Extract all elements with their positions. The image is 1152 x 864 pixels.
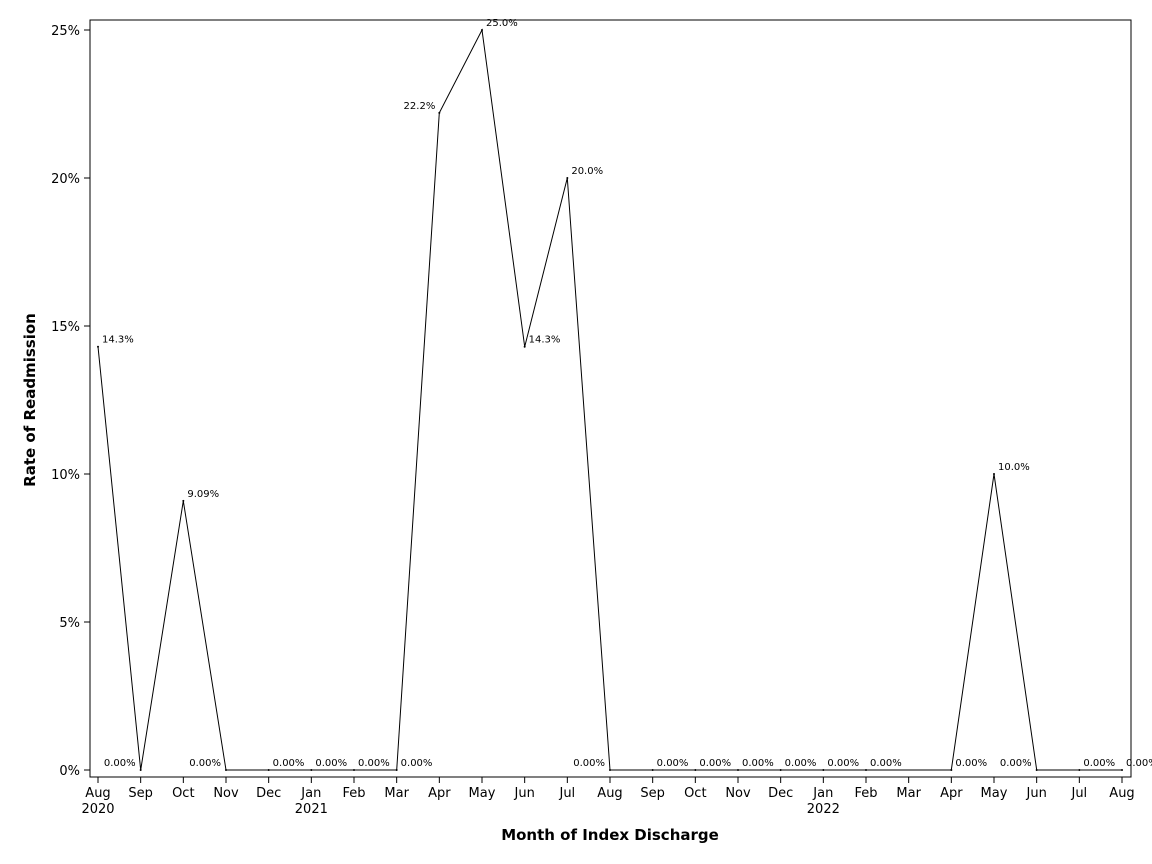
data-point	[267, 769, 270, 771]
x-tick-label: May	[981, 786, 1008, 801]
x-year-label: 2020	[81, 802, 114, 817]
data-point	[481, 29, 483, 31]
data-point	[395, 769, 398, 771]
x-tick-label: Aug	[1109, 786, 1134, 801]
data-point	[438, 111, 441, 114]
x-tick-label: Jul	[1070, 786, 1087, 801]
data-point	[566, 177, 569, 179]
data-point	[694, 769, 697, 771]
data-point	[651, 769, 654, 771]
data-label: 0.00%	[1000, 758, 1032, 769]
data-label: 0.00%	[742, 758, 774, 769]
y-tick-label: 15%	[51, 320, 80, 335]
data-point	[865, 769, 867, 771]
data-point	[225, 769, 227, 771]
x-tick-label: Apr	[428, 786, 451, 801]
data-point	[1035, 769, 1038, 771]
x-axis-title: Month of Index Discharge	[501, 826, 719, 844]
x-tick-label: Oct	[172, 786, 194, 801]
data-point	[1121, 769, 1123, 771]
data-label: 20.0%	[571, 166, 603, 177]
y-tick-label: 25%	[51, 24, 80, 39]
y-tick-label: 0%	[59, 764, 80, 779]
x-tick-label: Jan	[812, 786, 833, 801]
x-tick-label: Jul	[558, 786, 575, 801]
x-tick-label: Jun	[514, 786, 535, 801]
x-tick-label: Jan	[300, 786, 321, 801]
y-axis: 0% 5% 10% 15% 20% 25%	[51, 24, 90, 779]
data-point	[609, 769, 611, 771]
data-point	[182, 499, 185, 502]
data-label: 0.00%	[657, 758, 689, 769]
plot-frame	[89, 19, 1132, 778]
x-tick-label: May	[469, 786, 496, 801]
data-point	[523, 345, 526, 348]
x-tick-label: Sep	[640, 786, 665, 801]
x-tick-label: Dec	[768, 786, 793, 801]
x-year-label: 2022	[807, 802, 840, 817]
data-point	[1078, 769, 1081, 771]
x-tick-label: Aug	[597, 786, 622, 801]
data-label: 0.00%	[870, 758, 902, 769]
x-tick-label: Dec	[256, 786, 281, 801]
x-axis: Aug Sep Oct Nov Dec Jan Feb Mar Apr May Jun Jul Aug S…	[81, 777, 1135, 817]
series-layer	[97, 28, 1123, 771]
x-tick-label: Apr	[940, 786, 963, 801]
x-tick-label: Nov	[725, 786, 751, 801]
data-label: 0.00%	[315, 758, 347, 769]
data-label: 0.00%	[1126, 758, 1152, 769]
data-label-layer: 14.3% 0.00% 9.09% 0.00% 0.00% 0.00% 0.00% 0.00%…	[102, 18, 1152, 769]
data-point	[97, 345, 99, 348]
data-label: 0.00%	[401, 758, 433, 769]
data-label: 0.00%	[273, 758, 305, 769]
x-year-label: 2021	[295, 802, 328, 817]
data-label: 0.00%	[827, 758, 859, 769]
data-label: 9.09%	[187, 489, 219, 500]
x-tick-label: Mar	[896, 786, 921, 801]
x-tick-label: Oct	[684, 786, 706, 801]
x-tick-label: Aug	[85, 786, 110, 801]
x-tick-label: Feb	[854, 786, 877, 801]
data-label: 0.00%	[358, 758, 390, 769]
data-point	[993, 473, 995, 475]
data-label: 0.00%	[104, 758, 136, 769]
data-label: 14.3%	[102, 335, 134, 346]
data-point	[737, 769, 739, 771]
data-point	[822, 769, 825, 771]
data-label: 10.0%	[998, 462, 1030, 473]
x-tick-label: Jun	[1026, 786, 1047, 801]
data-point	[779, 769, 782, 771]
data-label: 0.00%	[573, 758, 605, 769]
data-point	[139, 769, 142, 771]
data-label: 0.00%	[699, 758, 731, 769]
data-point	[353, 769, 355, 771]
x-tick-label: Mar	[384, 786, 409, 801]
y-tick-label: 5%	[59, 616, 80, 631]
x-tick-label: Sep	[128, 786, 153, 801]
data-label: 0.00%	[1083, 758, 1115, 769]
data-label: 22.2%	[404, 101, 436, 112]
y-axis-title: Rate of Readmission	[21, 313, 39, 487]
data-point	[950, 769, 953, 771]
data-point	[310, 769, 313, 771]
x-tick-label: Nov	[213, 786, 239, 801]
data-label: 0.00%	[189, 758, 221, 769]
y-tick-label: 20%	[51, 172, 80, 187]
x-tick-label: Feb	[342, 786, 365, 801]
data-label: 25.0%	[486, 18, 518, 29]
data-label: 14.3%	[529, 335, 561, 346]
data-label: 0.00%	[955, 758, 987, 769]
y-tick-label: 10%	[51, 468, 80, 483]
series-line	[97, 28, 1122, 771]
data-label: 0.00%	[785, 758, 817, 769]
